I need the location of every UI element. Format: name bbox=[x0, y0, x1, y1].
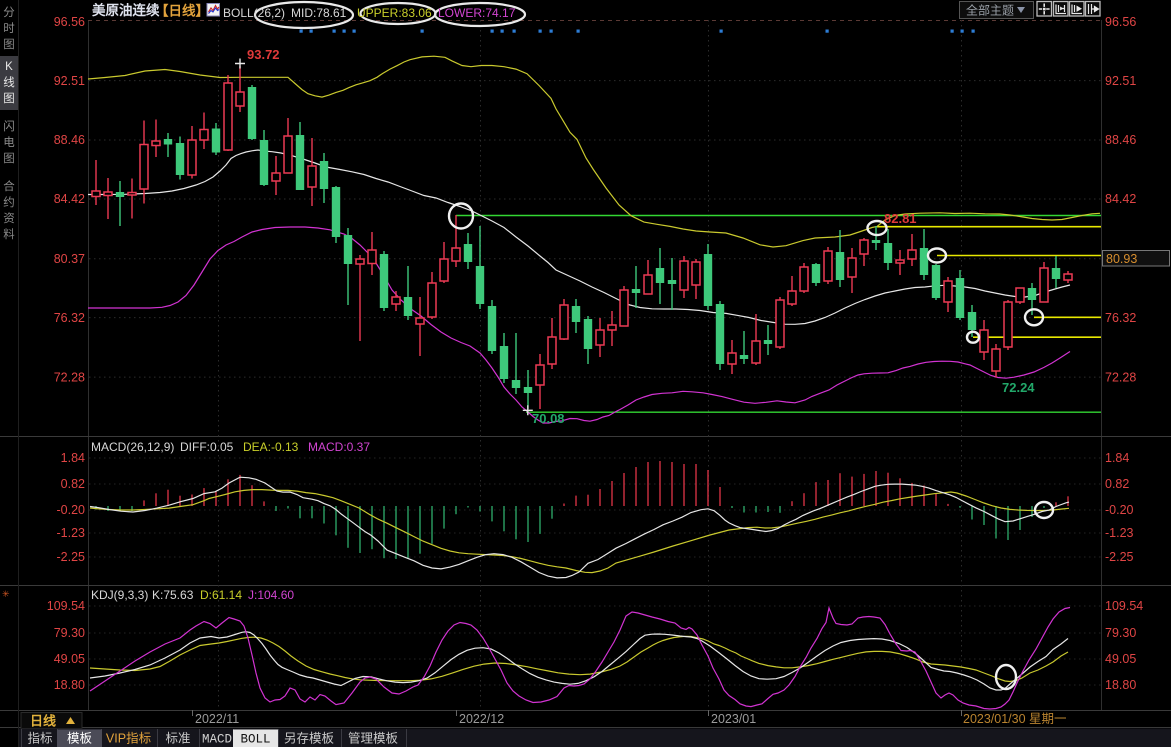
svg-text:-1.23: -1.23 bbox=[1105, 526, 1134, 540]
svg-text:1.84: 1.84 bbox=[1105, 451, 1129, 465]
svg-text:0.82: 0.82 bbox=[1105, 477, 1129, 491]
svg-text:料: 料 bbox=[3, 227, 15, 241]
svg-text:图: 图 bbox=[3, 92, 15, 105]
svg-text:【日线】: 【日线】 bbox=[155, 3, 209, 19]
svg-text:图: 图 bbox=[3, 152, 15, 165]
svg-text:图: 图 bbox=[3, 38, 15, 51]
svg-text:76.32: 76.32 bbox=[54, 311, 85, 325]
svg-text:MACD: MACD bbox=[202, 733, 232, 747]
svg-text:79.30: 79.30 bbox=[54, 626, 85, 640]
svg-text:70.08: 70.08 bbox=[532, 411, 565, 426]
svg-text:-0.20: -0.20 bbox=[57, 503, 86, 517]
svg-text:-0.20: -0.20 bbox=[1105, 503, 1134, 517]
svg-text:88.46: 88.46 bbox=[54, 133, 85, 147]
svg-text:标准: 标准 bbox=[165, 732, 190, 746]
svg-text:DIFF:0.05: DIFF:0.05 bbox=[180, 440, 234, 454]
svg-text:模板: 模板 bbox=[67, 732, 93, 746]
svg-text:VIP指标: VIP指标 bbox=[106, 731, 151, 746]
svg-text:K: K bbox=[5, 61, 13, 73]
svg-text:49.05: 49.05 bbox=[1105, 652, 1136, 666]
svg-text:资: 资 bbox=[3, 212, 15, 225]
svg-text:109.54: 109.54 bbox=[1105, 599, 1143, 613]
svg-text:18.80: 18.80 bbox=[54, 678, 85, 692]
svg-text:92.51: 92.51 bbox=[54, 74, 85, 88]
svg-text:2023/01: 2023/01 bbox=[711, 712, 756, 726]
svg-text:84.42: 84.42 bbox=[1105, 192, 1136, 206]
svg-text:88.46: 88.46 bbox=[1105, 133, 1136, 147]
svg-text:2022/12: 2022/12 bbox=[459, 712, 504, 726]
svg-text:109.54: 109.54 bbox=[47, 599, 85, 613]
svg-text:线: 线 bbox=[3, 75, 15, 89]
svg-text:84.42: 84.42 bbox=[54, 192, 85, 206]
svg-text:LOWER:74.17: LOWER:74.17 bbox=[438, 6, 516, 20]
svg-text:72.28: 72.28 bbox=[54, 370, 85, 384]
svg-text:-2.25: -2.25 bbox=[57, 550, 86, 564]
svg-text:92.51: 92.51 bbox=[1105, 74, 1136, 88]
svg-text:闪: 闪 bbox=[3, 119, 15, 133]
svg-text:✳: ✳ bbox=[2, 589, 10, 599]
svg-text:96.56: 96.56 bbox=[1105, 15, 1136, 29]
svg-text:BOLL(26,2): BOLL(26,2) bbox=[223, 6, 285, 20]
svg-text:日线: 日线 bbox=[30, 714, 56, 729]
svg-text:82.81: 82.81 bbox=[884, 211, 917, 226]
svg-text:1.84: 1.84 bbox=[61, 451, 85, 465]
svg-text:-1.23: -1.23 bbox=[57, 526, 86, 540]
svg-text:-2.25: -2.25 bbox=[1105, 550, 1134, 564]
svg-text:D:61.14: D:61.14 bbox=[200, 588, 242, 602]
svg-text:BOLL: BOLL bbox=[240, 733, 270, 747]
svg-text:MACD:0.37: MACD:0.37 bbox=[308, 440, 370, 454]
svg-text:J:104.60: J:104.60 bbox=[248, 588, 294, 602]
svg-text:KDJ(9,3,3): KDJ(9,3,3) bbox=[91, 588, 148, 602]
svg-text:2022/11: 2022/11 bbox=[195, 712, 239, 726]
svg-text:分: 分 bbox=[3, 6, 15, 19]
svg-text:80.37: 80.37 bbox=[54, 252, 85, 266]
svg-text:管理模板: 管理模板 bbox=[348, 731, 399, 746]
svg-text:约: 约 bbox=[3, 195, 15, 209]
svg-text:2023/01/30 星期一: 2023/01/30 星期一 bbox=[963, 712, 1067, 726]
svg-text:96.56: 96.56 bbox=[54, 15, 85, 29]
svg-text:MACD(26,12,9): MACD(26,12,9) bbox=[91, 440, 174, 454]
svg-text:80.93: 80.93 bbox=[1106, 252, 1137, 266]
svg-text:18.80: 18.80 bbox=[1105, 678, 1136, 692]
svg-text:合: 合 bbox=[3, 179, 15, 193]
svg-text:全部主题: 全部主题 bbox=[966, 3, 1014, 18]
svg-text:DEA:-0.13: DEA:-0.13 bbox=[243, 440, 299, 454]
svg-text:76.32: 76.32 bbox=[1105, 311, 1136, 325]
svg-text:K:75.63: K:75.63 bbox=[152, 588, 194, 602]
svg-text:49.05: 49.05 bbox=[54, 652, 85, 666]
svg-text:72.24: 72.24 bbox=[1002, 380, 1035, 395]
svg-text:93.72: 93.72 bbox=[247, 47, 280, 62]
svg-text:UPPER:83.06: UPPER:83.06 bbox=[357, 6, 432, 20]
svg-text:美原油连续: 美原油连续 bbox=[92, 2, 160, 18]
svg-text:79.30: 79.30 bbox=[1105, 626, 1136, 640]
svg-text:72.28: 72.28 bbox=[1105, 370, 1136, 384]
svg-text:电: 电 bbox=[3, 136, 15, 149]
svg-text:时: 时 bbox=[3, 22, 15, 35]
svg-text:MID:78.61: MID:78.61 bbox=[291, 6, 347, 20]
svg-text:另存模板: 另存模板 bbox=[284, 732, 335, 746]
svg-text:0.82: 0.82 bbox=[61, 477, 85, 491]
svg-text:指标: 指标 bbox=[27, 731, 52, 746]
